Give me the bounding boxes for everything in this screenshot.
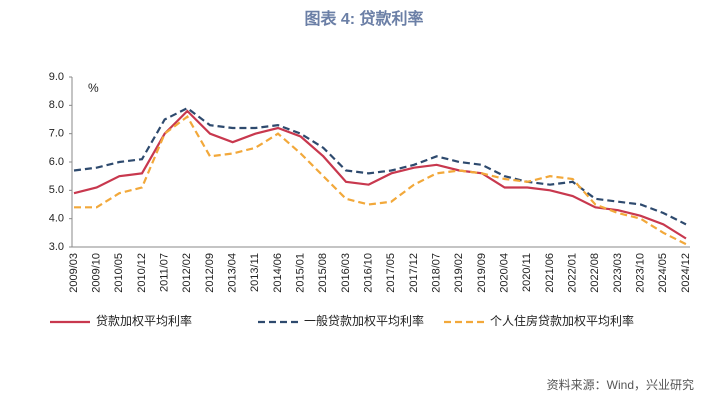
x-tick-label: 2019/09 [476,253,488,293]
y-tick-label: 3.0 [49,241,64,253]
x-tick-label: 2012/02 [181,253,193,293]
x-tick-label: 2019/02 [453,253,465,293]
chart-title: 图表 4: 贷款利率 [304,9,423,28]
x-tick-label: 2023/10 [635,253,647,293]
y-tick-label: 7.0 [49,128,64,140]
y-tick-label: 4.0 [49,213,64,225]
series-line [73,106,687,226]
x-tick-label: 2015/08 [317,253,329,293]
x-tick-label: 2021/06 [544,253,556,293]
y-tick-label: 5.0 [49,184,64,196]
source: 资料来源：Wind，兴业研究 [547,377,694,392]
x-tick-label: 2012/09 [204,253,216,293]
x-tick-label: 2024/12 [680,253,692,293]
x-tick-label: 2009/03 [68,253,80,293]
y-tick-label: 6.0 [49,156,64,168]
x-tick-label: 2022/01 [567,253,579,293]
legend-label: 贷款加权平均利率 [96,313,192,328]
x-tick-label: 2016/03 [340,253,352,293]
x-tick-label: 2009/10 [91,253,103,293]
x-tick-label: 2020/11 [521,253,533,292]
y-tick-label: 8.0 [49,99,64,111]
legend-label: 一般贷款加权平均利率 [304,313,424,328]
x-tick-label: 2013/04 [227,253,239,293]
y-tick-label: 9.0 [49,71,64,83]
x-tick-label: 2013/11 [249,253,261,292]
x-tick-label: 2010/05 [113,253,125,293]
x-tick-label: 2017/05 [385,253,397,293]
x-tick-label: 2015/01 [295,253,307,293]
unit-label: % [88,81,99,95]
x-tick-label: 2011/07 [159,253,171,292]
x-tick-label: 2014/06 [272,253,284,293]
x-tick-label: 2018/07 [431,253,443,293]
series-line [73,109,687,240]
x-tick-label: 2010/12 [136,253,148,293]
x-tick-label: 2017/12 [408,253,420,293]
x-tick-label: 2016/10 [363,253,375,293]
x-tick-label: 2020/04 [499,253,511,293]
x-tick-label: 2023/03 [612,253,624,293]
legend-label: 个人住房贷款加权平均利率 [490,313,634,328]
x-tick-label: 2022/08 [589,253,601,293]
x-tick-label: 2024/05 [657,253,669,293]
series-line [74,115,687,246]
